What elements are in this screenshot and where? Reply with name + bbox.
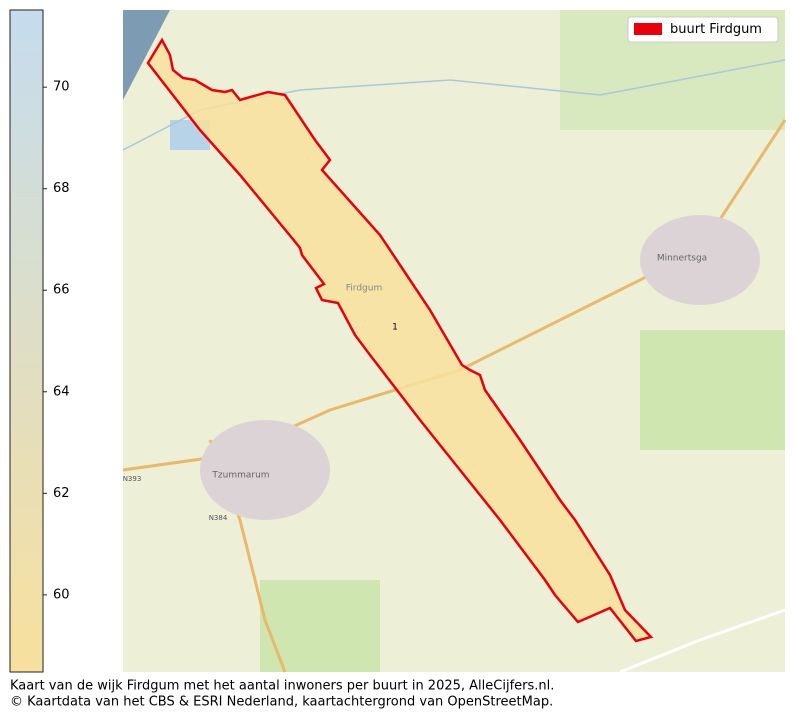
tick-label: 64 (53, 384, 70, 399)
caption: Kaart van de wijk Firdgum met het aantal… (10, 679, 554, 694)
caption: © Kaartdata van het CBS & ESRI Nederland… (10, 695, 553, 710)
canal (122, 59, 786, 151)
region-label: 1 (392, 323, 398, 333)
tick-label: 60 (53, 587, 70, 602)
field (260, 580, 380, 672)
colorbar-ticks: 60 62 64 66 68 70 (43, 80, 70, 602)
tick-label: 62 (53, 486, 70, 501)
field (640, 330, 785, 450)
place-label: Tzummarum (211, 471, 269, 481)
tick-label: 66 (53, 283, 70, 298)
place-label: Minnertsga (657, 254, 707, 264)
region (146, 37, 654, 643)
road-label: N393 (123, 475, 142, 483)
tick-label: 70 (53, 80, 70, 95)
place-label: Firdgum (346, 284, 382, 294)
road-label: N384 (209, 514, 228, 522)
legend-swatch (634, 23, 662, 35)
village (640, 215, 760, 305)
legend (627, 16, 779, 43)
colorbar (9, 9, 44, 673)
village (200, 420, 330, 520)
map: Firdgum Minnertsga Tzummarum N393 N384 1… (122, 10, 787, 674)
legend-label: buurt Firdgum (670, 22, 762, 37)
road (619, 608, 786, 674)
tick-label: 68 (53, 181, 70, 196)
water (123, 10, 170, 100)
